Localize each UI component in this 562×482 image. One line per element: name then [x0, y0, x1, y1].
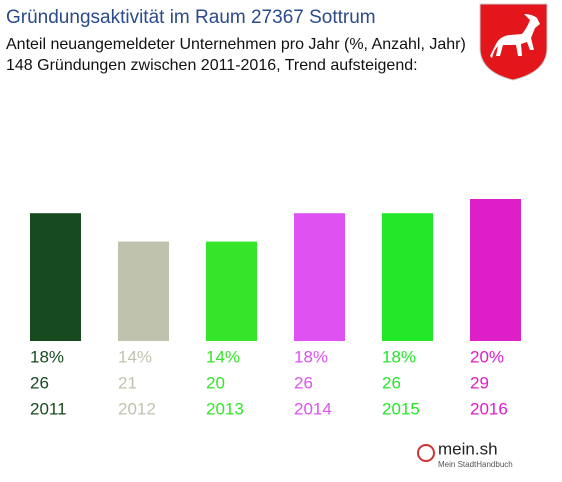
logo-icon — [417, 444, 435, 462]
count-label: 29 — [470, 373, 489, 392]
x-tick-label: 2013 — [206, 399, 244, 418]
x-tick-label: 2012 — [118, 399, 156, 418]
coat-of-arms — [479, 3, 548, 81]
value-label: 18% — [294, 347, 328, 366]
count-label: 21 — [118, 373, 137, 392]
horse — [490, 14, 540, 58]
x-tick-label: 2011 — [30, 399, 67, 418]
count-label: 26 — [382, 373, 401, 392]
value-label: 20% — [470, 347, 504, 366]
logo-name: mein.sh — [438, 439, 498, 458]
value-label: 18% — [30, 347, 64, 366]
brand-logo: mein.sh Mein StadtHandbuch — [417, 439, 513, 469]
x-tick-label: 2016 — [470, 399, 508, 418]
bar — [206, 241, 257, 341]
x-tick-label: 2014 — [294, 399, 332, 418]
chart-title: Gründungsaktivität im Raum 27367 Sottrum — [6, 7, 376, 28]
logo-tagline: Mein StadtHandbuch — [438, 460, 513, 469]
count-label: 26 — [294, 373, 313, 392]
value-label: 18% — [382, 347, 416, 366]
value-label: 14% — [206, 347, 240, 366]
subtitle: 148 Gründungen zwischen 2011-2016, Trend… — [6, 57, 418, 74]
count-label: 20 — [206, 373, 225, 392]
count-label: 26 — [30, 373, 49, 392]
bar — [294, 213, 345, 341]
bar — [382, 213, 433, 341]
bar — [118, 241, 169, 341]
value-label: 14% — [118, 347, 152, 366]
x-tick-label: 2015 — [382, 399, 420, 418]
bar — [470, 199, 521, 341]
bar — [30, 213, 81, 341]
subtitle: Anteil neuangemeldeter Unternehmen pro J… — [6, 36, 466, 53]
